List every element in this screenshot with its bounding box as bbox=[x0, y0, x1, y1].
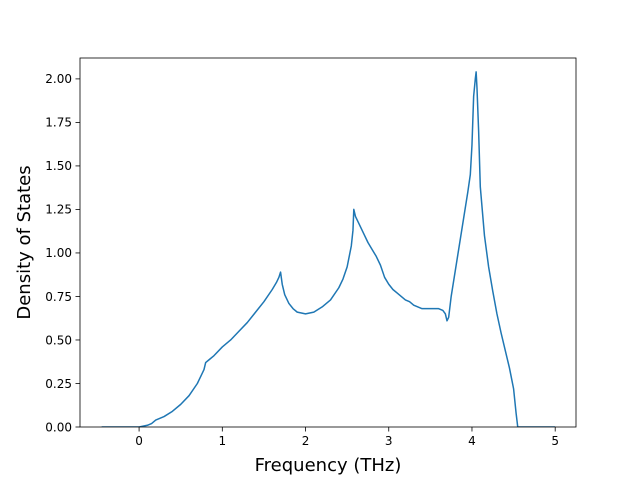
y-tick-label: 0.25 bbox=[45, 377, 72, 391]
axes: 0 1 2 3 4 5 0.00 0.25 0.50 0.75 1.00 1.25 1.50 1.75 2.… bbox=[45, 57, 577, 448]
series-line-0 bbox=[101, 71, 556, 427]
y-axis-label: Density of States bbox=[14, 165, 35, 319]
x-axis-label: Frequency (THz) bbox=[255, 455, 402, 476]
y-tick-label: 2.00 bbox=[45, 72, 72, 86]
y-tick-label: 1.25 bbox=[45, 203, 72, 217]
axes-frame bbox=[79, 57, 577, 428]
x-tick-label: 3 bbox=[385, 434, 393, 448]
x-tick-label: 0 bbox=[135, 434, 143, 448]
y-tick-label: 1.50 bbox=[45, 159, 72, 173]
y-tick-label: 1.00 bbox=[45, 246, 72, 260]
y-tick-label: 1.75 bbox=[45, 116, 72, 130]
y-tick-label: 0.50 bbox=[45, 333, 72, 347]
x-tick-label: 2 bbox=[302, 434, 310, 448]
plot-area bbox=[101, 71, 556, 427]
x-tick-label: 4 bbox=[468, 434, 476, 448]
y-tick-label: 0.75 bbox=[45, 290, 72, 304]
x-tick-label: 5 bbox=[551, 434, 559, 448]
y-tick-label: 0.00 bbox=[45, 420, 72, 434]
x-tick-label: 1 bbox=[218, 434, 226, 448]
